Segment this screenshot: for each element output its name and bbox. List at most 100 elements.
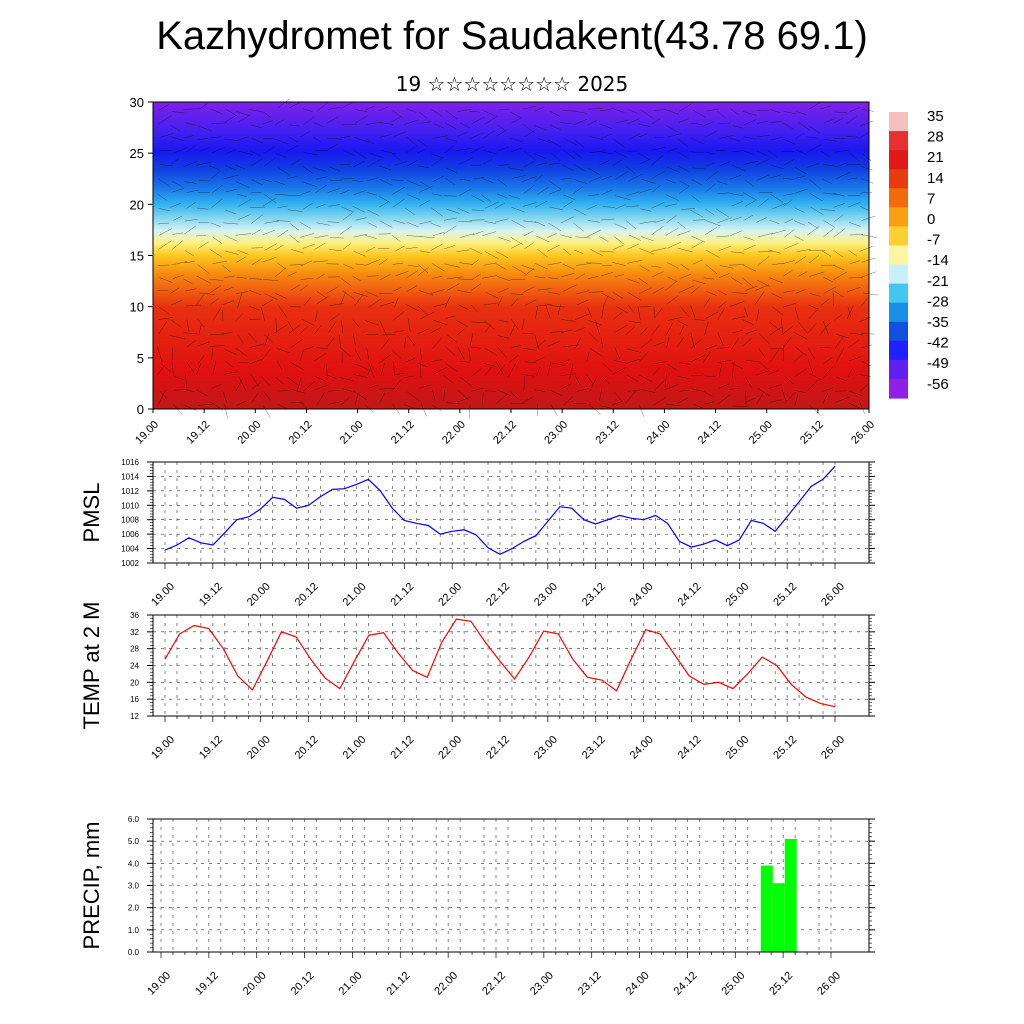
wind-barb <box>444 109 459 120</box>
wind-barb <box>820 264 836 266</box>
wind-barb <box>469 132 484 140</box>
wind-barb <box>314 353 327 361</box>
wind-barb <box>666 295 679 305</box>
wind-barb <box>822 250 832 257</box>
x-tick-label: 20.00 <box>245 734 273 762</box>
wind-barb <box>264 157 276 167</box>
wind-barb <box>587 167 600 175</box>
wind-barb <box>472 177 485 180</box>
x-tick-label: 19.12 <box>197 581 225 609</box>
wind-barb <box>498 319 509 323</box>
wind-barb <box>784 392 796 405</box>
wind-barb <box>405 146 415 154</box>
wind-barb <box>809 293 821 297</box>
wind-barb <box>639 220 656 224</box>
wind-barb <box>446 334 458 343</box>
wind-barb <box>483 262 497 266</box>
wind-barb <box>768 369 780 375</box>
wind-barb <box>797 321 808 334</box>
wind-barb <box>469 247 483 255</box>
wind-barb <box>443 389 446 401</box>
wind-barb <box>549 189 561 195</box>
wind-barb <box>381 338 390 350</box>
wind-barb <box>365 121 382 125</box>
wind-barb <box>300 233 315 238</box>
wind-barb <box>794 367 808 378</box>
heatmap-y-tick-label: 30 <box>130 95 144 110</box>
wind-barb <box>758 360 770 372</box>
wind-barb <box>808 304 819 310</box>
wind-barb <box>405 207 415 215</box>
wind-barb <box>510 293 524 295</box>
wind-barb <box>563 138 578 146</box>
wind-barb <box>651 184 661 193</box>
wind-barb <box>211 348 214 361</box>
wind-barb <box>327 221 340 223</box>
wind-barb <box>744 179 755 187</box>
wind-barb <box>795 132 805 139</box>
wind-barb <box>573 119 587 126</box>
wind-barb <box>587 307 593 318</box>
wind-barb <box>678 185 690 195</box>
wind-barb <box>378 106 389 112</box>
wind-barb <box>550 305 565 308</box>
colorbar-swatch <box>889 207 908 227</box>
wind-barb <box>628 234 642 241</box>
wind-barb <box>706 108 720 112</box>
wind-barb <box>534 153 547 159</box>
wind-barb <box>419 221 432 225</box>
wind-barb <box>743 161 759 165</box>
wind-barb <box>703 391 713 397</box>
wind-barb <box>705 183 716 193</box>
wind-barb <box>430 359 442 363</box>
wind-barb <box>498 237 511 242</box>
wind-barb <box>432 263 445 272</box>
wind-barb <box>859 245 874 252</box>
wind-barb <box>365 320 379 326</box>
wind-barb <box>595 319 600 335</box>
wind-barb <box>771 306 784 316</box>
wind-barb <box>769 399 783 403</box>
wind-barb <box>393 372 404 376</box>
wind-barb <box>704 344 718 351</box>
wind-barb <box>353 390 367 401</box>
wind-barb <box>198 403 213 406</box>
wind-barb <box>523 185 534 195</box>
wind-barb <box>289 234 300 244</box>
wind-barb <box>326 374 336 379</box>
wind-barb <box>457 346 465 359</box>
wind-barb <box>260 307 265 321</box>
wind-barb <box>692 219 706 221</box>
wind-barb <box>170 202 182 208</box>
wind-barb <box>274 292 288 300</box>
wind-barb <box>771 229 786 235</box>
heatmap-x-tick-label: 25.12 <box>798 419 826 447</box>
wind-barb <box>157 193 167 201</box>
wind-barb <box>783 199 793 207</box>
wind-barb <box>238 136 249 141</box>
wind-barb <box>849 107 860 112</box>
wind-barb <box>651 265 662 268</box>
wind-barb <box>628 133 641 140</box>
colorbar-label: -7 <box>927 232 940 249</box>
wind-barb <box>186 189 199 193</box>
wind-barb <box>313 260 328 263</box>
wind-barb <box>613 236 625 245</box>
wind-barb <box>156 365 165 376</box>
wind-field <box>156 98 879 419</box>
wind-barb <box>481 195 492 203</box>
wind-barb <box>405 246 418 250</box>
wind-barb <box>729 264 745 266</box>
wind-barb <box>236 111 251 117</box>
wind-barb <box>589 248 603 256</box>
wind-barb <box>807 221 819 229</box>
wind-barb <box>456 249 470 252</box>
wind-barb <box>717 360 732 363</box>
wind-barb <box>302 202 314 210</box>
wind-barb <box>420 311 435 320</box>
wind-barb <box>706 290 717 296</box>
wind-barb <box>236 256 246 263</box>
wind-barb <box>287 175 298 180</box>
wind-barb <box>679 362 691 365</box>
wind-barb <box>770 349 780 363</box>
